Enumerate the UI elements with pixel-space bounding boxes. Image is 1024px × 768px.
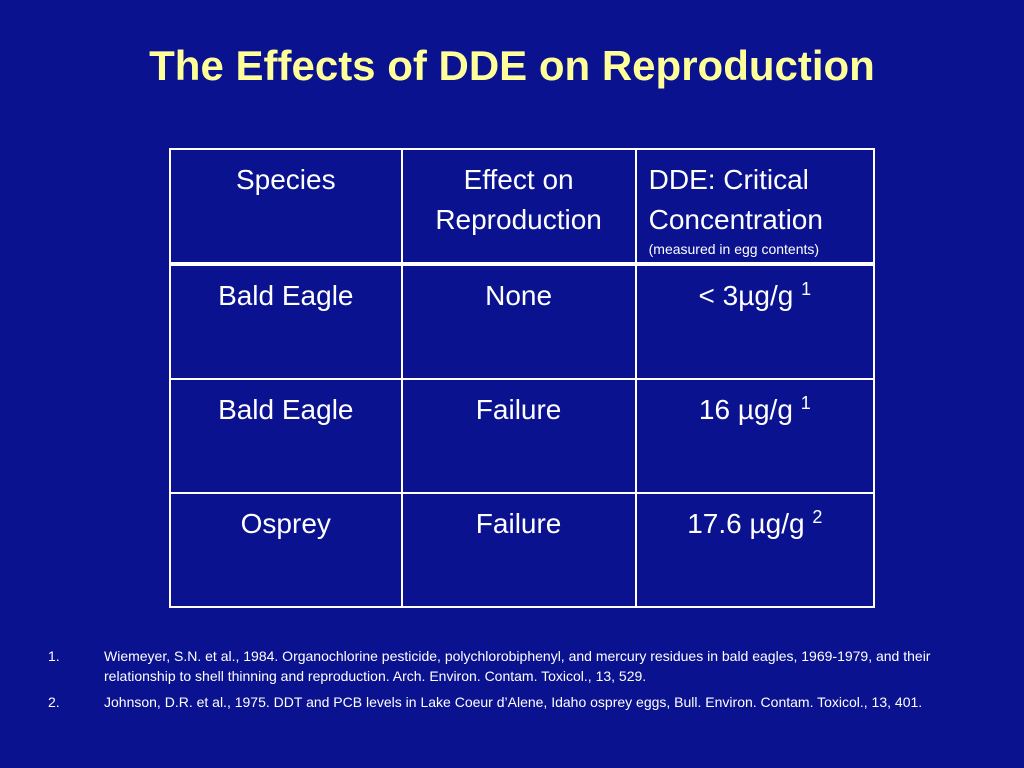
cell-effect: Failure bbox=[400, 492, 637, 608]
concentration-value: 17.6 µg/g bbox=[687, 508, 813, 539]
table-row: Bald Eagle Failure 16 µg/g 1 bbox=[169, 378, 876, 494]
reference-marker: 1 bbox=[800, 393, 811, 413]
header-dde-note: (measured in egg contents) bbox=[648, 241, 820, 257]
cell-concentration: 16 µg/g 1 bbox=[634, 378, 876, 494]
header-effect-line1: Effect on bbox=[463, 164, 574, 195]
slide-title: The Effects of DDE on Reproduction bbox=[149, 42, 875, 89]
header-effect-line2: Reproduction bbox=[435, 204, 602, 235]
dde-effects-table: Species Effect on Reproduction DDE: Crit… bbox=[169, 148, 876, 608]
reference-number: 2. bbox=[48, 694, 60, 710]
header-species: Species bbox=[169, 148, 403, 266]
header-dde-line2: Concentration bbox=[648, 204, 823, 235]
cell-species: Bald Eagle bbox=[169, 263, 403, 380]
reference-number: 1. bbox=[48, 648, 60, 664]
table-row: Osprey Failure 17.6 µg/g 2 bbox=[169, 492, 876, 608]
concentration-value: 16 µg/g bbox=[698, 394, 801, 425]
reference-text: Wiemeyer, S.N. et al., 1984. Organochlor… bbox=[104, 648, 931, 684]
references-list: 1. Wiemeyer, S.N. et al., 1984. Organoch… bbox=[48, 646, 978, 718]
table-row: Bald Eagle None < 3µg/g 1 bbox=[169, 263, 876, 380]
reference-item: 2. Johnson, D.R. et al., 1975. DDT and P… bbox=[48, 692, 978, 712]
table-header-row: Species Effect on Reproduction DDE: Crit… bbox=[169, 148, 876, 266]
cell-concentration: 17.6 µg/g 2 bbox=[634, 492, 876, 608]
reference-text: Johnson, D.R. et al., 1975. DDT and PCB … bbox=[104, 694, 923, 710]
cell-concentration: < 3µg/g 1 bbox=[634, 263, 876, 380]
concentration-value: < 3µg/g bbox=[698, 280, 802, 311]
header-dde-line1: DDE: Critical bbox=[648, 164, 809, 195]
header-effect: Effect on Reproduction bbox=[400, 148, 637, 266]
cell-species: Bald Eagle bbox=[169, 378, 403, 494]
cell-species: Osprey bbox=[169, 492, 403, 608]
cell-effect: Failure bbox=[400, 378, 637, 494]
header-dde: DDE: Critical Concentration (measured in… bbox=[634, 148, 876, 266]
reference-item: 1. Wiemeyer, S.N. et al., 1984. Organoch… bbox=[48, 646, 978, 686]
cell-effect: None bbox=[400, 263, 637, 380]
reference-marker: 2 bbox=[812, 507, 823, 527]
reference-marker: 1 bbox=[801, 279, 812, 299]
